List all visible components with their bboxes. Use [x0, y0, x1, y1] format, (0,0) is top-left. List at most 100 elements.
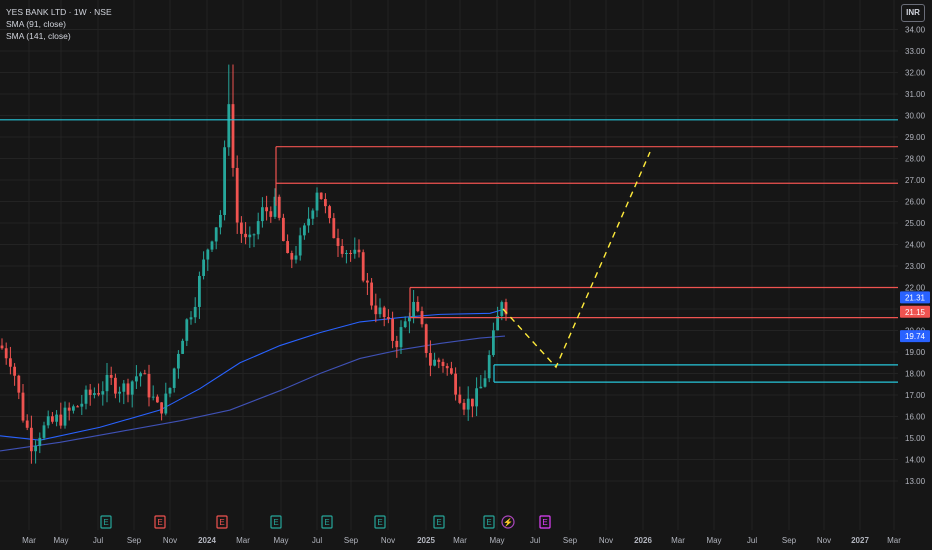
y-tick-label: 31.00	[905, 90, 926, 99]
x-tick-label: Mar	[22, 536, 36, 545]
candle-body	[76, 406, 79, 408]
currency-button[interactable]: INR	[901, 4, 925, 22]
symbol-title: YES BANK LTD · 1W · NSE	[6, 7, 112, 17]
event-marker[interactable]: E	[154, 515, 166, 529]
earnings-icon	[216, 515, 228, 529]
earnings-icon	[100, 515, 112, 529]
candle-body	[265, 207, 268, 212]
candle-body	[332, 218, 336, 239]
sma141-label: SMA (141, close)	[6, 31, 71, 41]
event-marker[interactable]: ⚡	[501, 515, 515, 529]
x-tick-label: Mar	[453, 536, 467, 545]
y-tick-label: 17.00	[905, 391, 926, 400]
y-tick-label: 22.00	[905, 284, 926, 293]
candle-body	[63, 407, 67, 426]
price-marker-label: 19.74	[905, 332, 926, 341]
event-marker[interactable]: E	[321, 515, 333, 529]
y-tick-label: 30.00	[905, 112, 926, 121]
candle-body	[164, 393, 168, 414]
candle-body	[277, 196, 281, 218]
candle-body	[475, 388, 478, 407]
candle-body	[88, 389, 92, 395]
candle-body	[357, 249, 361, 253]
x-tick-label: May	[53, 536, 68, 545]
candle-body	[315, 192, 319, 211]
projection-path[interactable]	[502, 151, 651, 369]
price-marker-label: 21.15	[905, 308, 926, 317]
event-marker-label: E	[542, 518, 547, 527]
candle-body	[210, 241, 214, 250]
candle-body	[349, 253, 352, 255]
candle-body	[437, 359, 441, 362]
projection-dashed-line	[502, 151, 651, 369]
candle-body	[412, 301, 415, 318]
event-markers[interactable]: E E E E E E E E ⚡ E	[100, 515, 551, 529]
candle-body	[303, 225, 306, 236]
candle-body	[387, 317, 390, 319]
candle-body	[336, 238, 340, 246]
candle-body	[319, 192, 323, 200]
candle-body	[328, 206, 331, 219]
event-marker[interactable]: E	[270, 515, 282, 529]
candle-body	[395, 340, 399, 348]
x-tick-label: Sep	[344, 536, 359, 545]
price-marker-box	[900, 330, 930, 343]
y-tick-label: 23.00	[905, 262, 926, 271]
candle-body	[193, 306, 197, 318]
candle-body	[34, 445, 37, 452]
candle-body	[458, 394, 462, 403]
event-marker[interactable]: E	[539, 515, 551, 529]
candle-body	[492, 330, 495, 356]
candle-body	[340, 245, 344, 254]
event-marker[interactable]: E	[100, 515, 112, 529]
event-marker-label: E	[377, 518, 382, 527]
candle-body	[17, 375, 21, 393]
event-marker[interactable]: E	[483, 515, 495, 529]
candle-body	[109, 374, 113, 378]
candle-body	[202, 259, 205, 276]
earnings-icon	[270, 515, 282, 529]
candle-body	[0, 345, 4, 349]
candle-body	[366, 280, 369, 283]
candle-body	[156, 396, 159, 403]
grid	[0, 0, 898, 530]
candle-body	[353, 249, 357, 254]
x-tick-label: 2026	[634, 536, 652, 545]
candle-body	[223, 147, 226, 215]
event-marker[interactable]: E	[374, 515, 386, 529]
candle-body	[487, 355, 491, 379]
candle-body	[345, 253, 348, 255]
event-marker-label: E	[273, 518, 278, 527]
candle-body	[466, 398, 470, 410]
horizontal-levels[interactable]	[0, 119, 898, 383]
candle-body	[273, 196, 277, 217]
candle-body	[483, 378, 487, 387]
price-marker-label: 21.31	[905, 293, 926, 302]
candle-body	[235, 167, 239, 223]
candle-body	[290, 253, 294, 260]
candle-body	[30, 427, 33, 452]
x-tick-label: Sep	[782, 536, 797, 545]
lightning-icon	[501, 515, 515, 529]
x-tick-label: Jul	[312, 536, 322, 545]
event-marker[interactable]: E	[433, 515, 445, 529]
y-tick-label: 13.00	[905, 477, 926, 486]
candle-body	[13, 366, 16, 376]
candle-body	[143, 373, 147, 375]
candle-body	[324, 199, 327, 207]
event-marker[interactable]: E	[216, 515, 228, 529]
price-marker-box	[900, 291, 930, 304]
event-marker-label: E	[486, 518, 491, 527]
y-tick-label: 33.00	[905, 47, 926, 56]
candle-body	[198, 275, 201, 307]
candle-body	[361, 252, 365, 281]
candle-body	[240, 222, 243, 234]
x-tick-label: 2027	[851, 536, 869, 545]
earnings-icon	[539, 515, 551, 529]
candle-body	[114, 377, 117, 394]
candle-body	[21, 392, 25, 421]
candle-body	[189, 317, 193, 320]
candle-body	[72, 406, 75, 411]
x-axis: Mar May Jul Sep Nov 2024 Mar May Jul Sep Nov 2025 Ma…	[22, 536, 901, 545]
